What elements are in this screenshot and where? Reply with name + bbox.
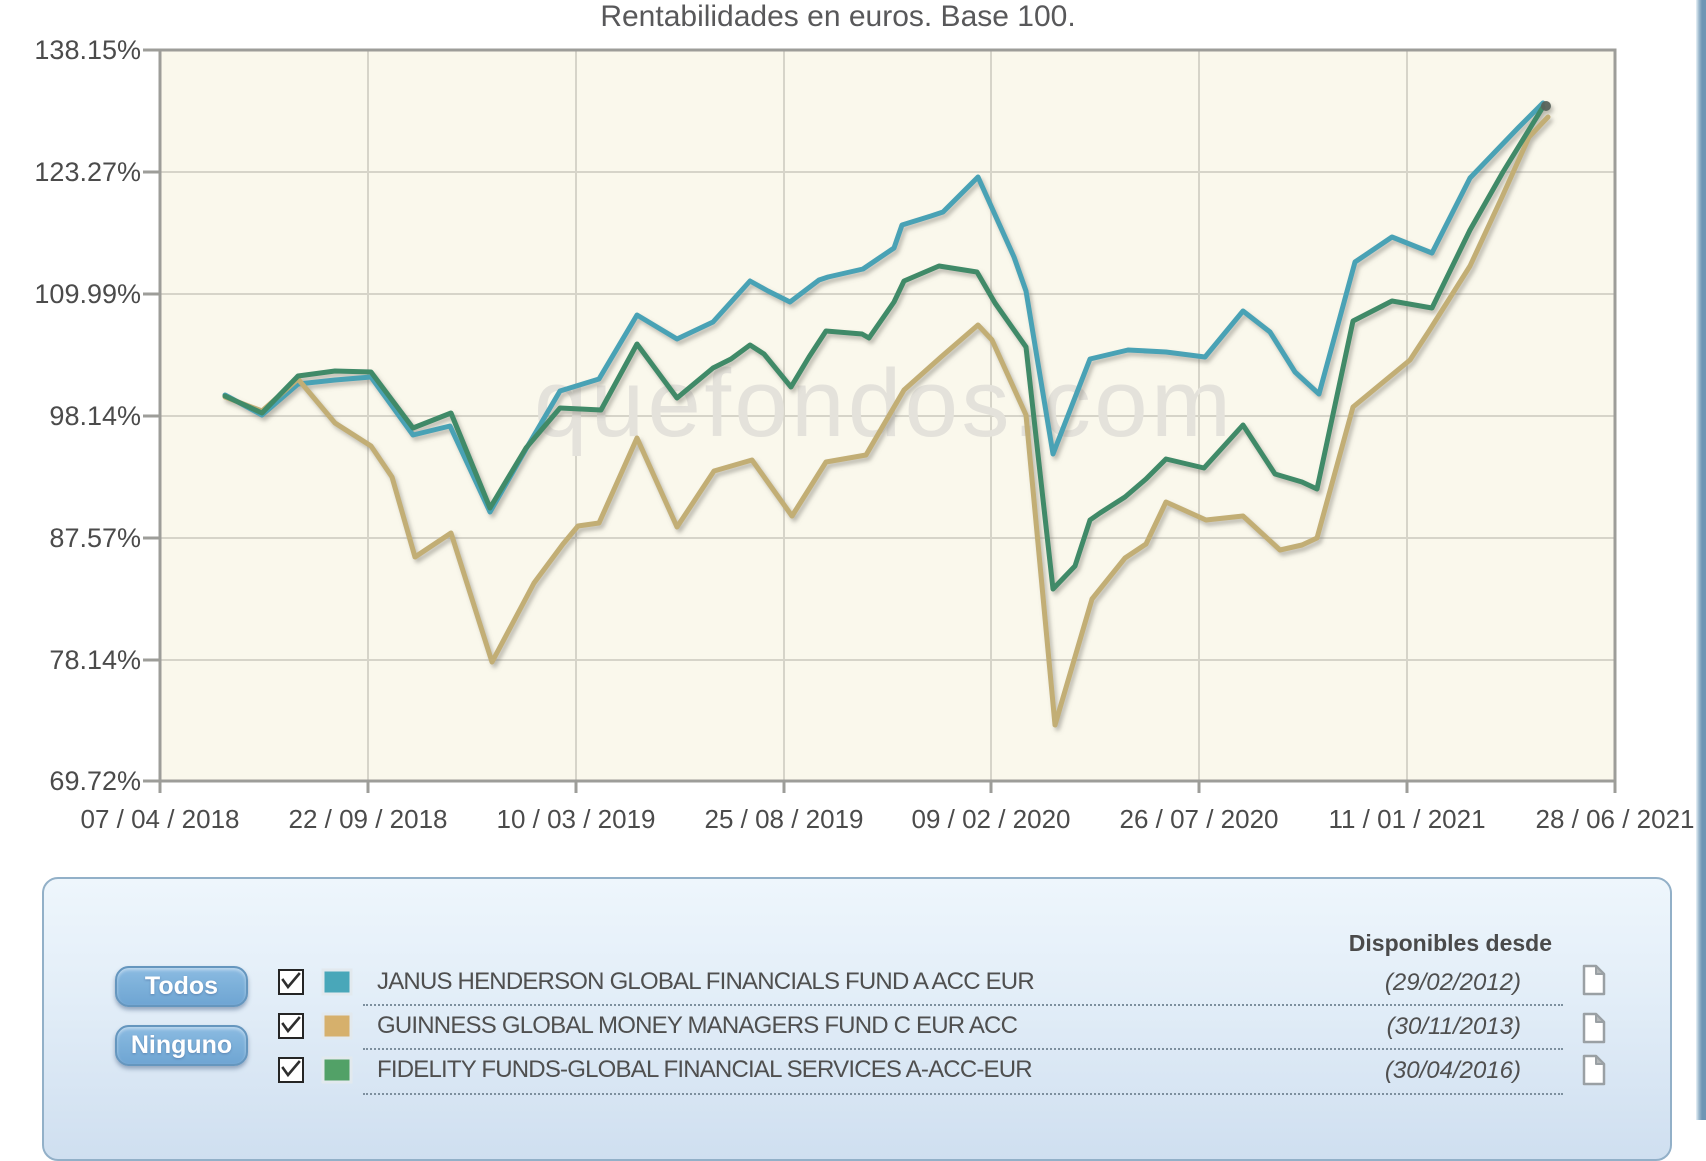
svg-text:87.57%: 87.57%	[49, 523, 141, 553]
svg-text:78.14%: 78.14%	[49, 645, 141, 675]
svg-text:98.14%: 98.14%	[49, 401, 141, 431]
svg-text:22 / 09 / 2018: 22 / 09 / 2018	[288, 804, 447, 834]
svg-text:10 / 03 / 2019: 10 / 03 / 2019	[496, 804, 655, 834]
svg-text:25 / 08 / 2019: 25 / 08 / 2019	[704, 804, 863, 834]
svg-text:quefondos.com: quefondos.com	[534, 350, 1231, 457]
svg-text:138.15%: 138.15%	[34, 35, 141, 65]
svg-text:26 / 07 / 2020: 26 / 07 / 2020	[1119, 804, 1278, 834]
svg-text:09 / 02 / 2020: 09 / 02 / 2020	[911, 804, 1070, 834]
svg-text:07 / 04 / 2018: 07 / 04 / 2018	[80, 804, 239, 834]
svg-text:28 / 06 / 2021: 28 / 06 / 2021	[1535, 804, 1694, 834]
svg-text:69.72%: 69.72%	[49, 766, 141, 796]
svg-text:123.27%: 123.27%	[34, 157, 141, 187]
svg-text:11 / 01 / 2021: 11 / 01 / 2021	[1328, 804, 1485, 834]
svg-text:109.99%: 109.99%	[34, 279, 141, 309]
